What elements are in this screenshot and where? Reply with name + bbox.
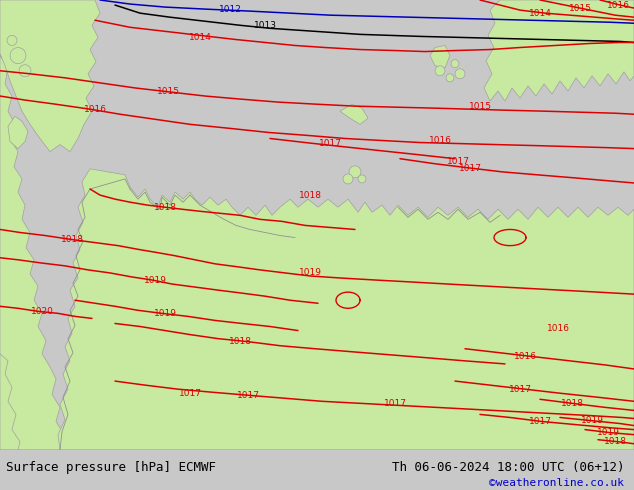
Polygon shape [343,174,353,184]
Polygon shape [58,169,634,450]
Text: 1019: 1019 [597,428,619,437]
Text: 1017: 1017 [384,399,406,408]
Text: 1015: 1015 [157,88,179,97]
Text: 1014: 1014 [529,9,552,18]
Text: 1018: 1018 [153,203,176,212]
Text: 1012: 1012 [219,4,242,14]
Text: 1019: 1019 [153,309,176,318]
Text: 1017: 1017 [446,157,470,166]
Text: 1020: 1020 [30,307,53,316]
Polygon shape [451,60,459,68]
Text: 1016: 1016 [607,0,630,9]
Polygon shape [0,0,64,450]
Polygon shape [7,35,17,46]
Text: 1017: 1017 [318,139,342,148]
Text: 1017: 1017 [529,417,552,426]
Text: 1016: 1016 [429,136,451,145]
Text: 1017: 1017 [179,389,202,398]
Text: 1013: 1013 [254,21,276,30]
Polygon shape [340,104,368,124]
Text: 1018: 1018 [228,337,252,346]
Text: 1018: 1018 [604,437,626,446]
Polygon shape [10,48,26,64]
Text: 1019: 1019 [581,416,604,425]
Text: 1018: 1018 [560,399,583,408]
Polygon shape [484,0,634,101]
Text: 1017: 1017 [236,391,259,400]
Text: Surface pressure [hPa] ECMWF: Surface pressure [hPa] ECMWF [6,461,216,474]
Polygon shape [8,116,28,148]
Polygon shape [455,69,465,79]
Text: 1017: 1017 [508,385,531,393]
Text: Th 06-06-2024 18:00 UTC (06+12): Th 06-06-2024 18:00 UTC (06+12) [392,461,624,474]
Polygon shape [358,175,366,183]
Text: 1015: 1015 [469,101,491,111]
Text: 1018: 1018 [299,191,321,199]
Text: ©weatheronline.co.uk: ©weatheronline.co.uk [489,478,624,488]
Polygon shape [446,74,454,82]
Text: 1014: 1014 [188,33,211,42]
Text: 1019: 1019 [299,269,321,277]
Text: 1018: 1018 [60,235,84,244]
Text: 1019: 1019 [143,275,167,285]
Polygon shape [19,65,31,77]
Polygon shape [0,0,100,151]
Text: 1016: 1016 [514,352,536,361]
Text: 1016: 1016 [547,324,569,333]
Polygon shape [435,66,445,76]
Text: 1015: 1015 [569,3,592,13]
Text: 1017: 1017 [458,164,481,173]
Text: 1016: 1016 [84,105,107,114]
Polygon shape [430,46,450,68]
Polygon shape [349,166,361,178]
Polygon shape [0,354,20,450]
